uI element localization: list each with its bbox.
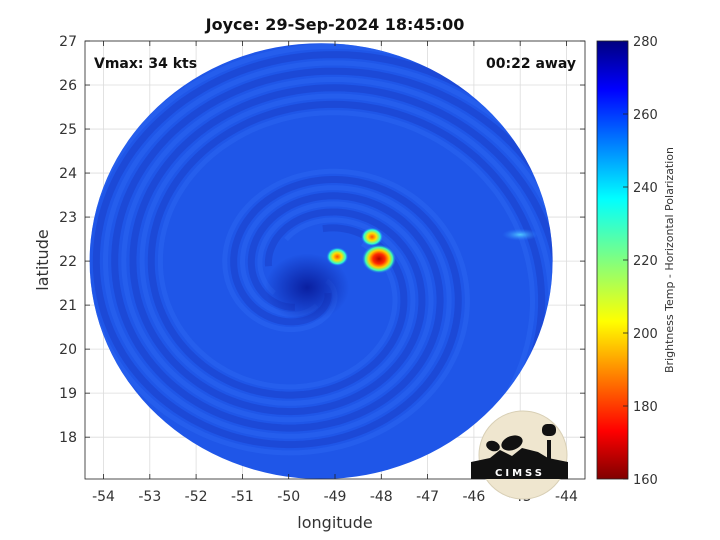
cold-band — [502, 228, 539, 241]
y-tick-label: 27 — [59, 34, 77, 50]
x-tick-label: -47 — [416, 489, 439, 505]
y-tick-label: 21 — [59, 298, 77, 314]
colorbar-tick-label: 160 — [633, 473, 658, 488]
colorbar-label: Brightness Temp - Horizontal Polarizatio… — [663, 147, 676, 373]
spiral-band — [92, 51, 553, 449]
convective-core — [361, 244, 396, 274]
spiral-band — [111, 67, 553, 479]
y-tick-label: 25 — [59, 122, 77, 138]
colorbar-tick-label: 260 — [633, 108, 658, 123]
vmax-annotation: Vmax: 34 kts — [94, 56, 197, 72]
colorbar-tick-label: 200 — [633, 327, 658, 342]
y-tick-label: 19 — [59, 386, 77, 402]
y-tick-label: 22 — [59, 254, 77, 270]
spiral-band — [102, 60, 553, 439]
tb-features — [265, 227, 539, 322]
colorbar-tick-label: 280 — [633, 35, 658, 50]
x-tick-label: -50 — [277, 489, 300, 505]
x-tick-label: -52 — [185, 489, 208, 505]
x-tick-label: -54 — [92, 489, 115, 505]
colorbar — [596, 40, 629, 480]
colorbar-tick-label: 180 — [633, 400, 658, 415]
spiral-band — [121, 77, 553, 479]
colorbar-ticks: 160 180 200 220 240 260 280 — [623, 35, 658, 488]
colorbar-tick-label: 240 — [633, 181, 658, 196]
x-tick-label: -44 — [555, 489, 578, 505]
warm-eye — [265, 253, 350, 322]
spiral-band — [89, 43, 536, 479]
spiral-band — [89, 93, 553, 479]
x-tick-label: -51 — [231, 489, 254, 505]
x-tick-label: -49 — [324, 489, 347, 505]
time-away-annotation: 00:22 away — [486, 56, 576, 72]
y-axis-label: latitude — [33, 229, 52, 290]
colorbar-tick-label: 220 — [633, 254, 658, 269]
logo-text: CIMSS — [495, 468, 545, 479]
x-tick-label: -46 — [462, 489, 485, 505]
chart-title: Joyce: 29-Sep-2024 18:45:00 — [205, 15, 465, 34]
x-axis-label: longitude — [297, 513, 372, 532]
y-tick-label: 20 — [59, 342, 77, 358]
y-axis: 18 19 20 21 22 23 24 25 26 27 — [59, 34, 585, 446]
cimss-logo: CIMSS — [471, 410, 568, 500]
spiral-band — [89, 54, 546, 479]
x-axis: -54-53-52-51-50-49-48-47-46-45-44 — [92, 41, 578, 505]
convective-core — [361, 227, 384, 247]
swath-group — [89, 43, 553, 479]
y-tick-label: 24 — [59, 166, 77, 182]
x-tick-label: -53 — [138, 489, 161, 505]
y-tick-label: 18 — [59, 430, 77, 446]
y-tick-label: 26 — [59, 78, 77, 94]
x-tick-label: -48 — [370, 489, 393, 505]
y-tick-label: 23 — [59, 210, 77, 226]
